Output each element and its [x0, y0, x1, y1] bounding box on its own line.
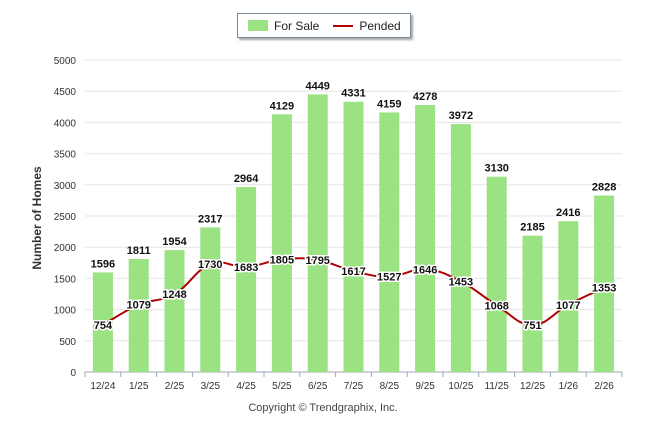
bar-value-label: 4449: [305, 80, 329, 92]
y-tick-label: 3000: [54, 181, 77, 192]
bar-for-sale: [128, 258, 149, 372]
line-value-label: 1353: [592, 283, 616, 295]
bar-for-sale: [343, 101, 364, 372]
x-tick-label: 12/24: [90, 381, 115, 392]
copyright-text: Copyright © Trendgraphix, Inc.: [248, 402, 398, 414]
bar-for-sale: [307, 94, 328, 373]
line-value-label: 1068: [484, 300, 508, 312]
x-tick-label: 5/25: [272, 381, 292, 392]
bar-value-label: 1596: [91, 258, 115, 270]
line-value-label: 1646: [413, 264, 437, 276]
bar-for-sale: [522, 235, 543, 372]
x-tick-label: 7/25: [344, 381, 364, 392]
bar-value-label: 2317: [198, 213, 222, 225]
y-tick-label: 4500: [54, 87, 77, 98]
x-tick-label: 2/25: [165, 381, 185, 392]
line-value-label: 1730: [198, 259, 222, 271]
bar-for-sale: [379, 112, 400, 373]
x-tick-label: 1/25: [129, 381, 149, 392]
y-tick-label: 2000: [54, 243, 77, 254]
y-tick-label: 1000: [54, 306, 77, 317]
bar-value-label: 3972: [449, 110, 473, 122]
legend-label-pended: Pended: [359, 18, 401, 33]
line-pended: [102, 257, 605, 327]
bar-for-sale: [92, 272, 113, 372]
x-tick-label: 10/25: [448, 381, 473, 392]
x-tick-label: 1/26: [559, 381, 579, 392]
line-value-label: 1527: [377, 272, 401, 284]
x-tick-label: 9/25: [415, 381, 435, 392]
line-value-label: 1079: [126, 300, 150, 312]
line-value-label: 1617: [341, 266, 365, 278]
bar-value-label: 1954: [162, 236, 187, 248]
x-tick-label: 4/25: [236, 381, 256, 392]
bar-for-sale: [486, 176, 507, 372]
bar-value-label: 1811: [127, 245, 151, 257]
bar-for-sale: [594, 195, 615, 372]
line-value-label: 751: [523, 320, 541, 332]
y-tick-label: 1500: [54, 274, 77, 285]
legend-label-for-sale: For Sale: [274, 18, 320, 33]
y-tick-label: 0: [70, 368, 76, 379]
bar-for-sale: [415, 105, 436, 373]
line-value-label: 1805: [270, 254, 294, 266]
x-tick-label: 6/25: [308, 381, 328, 392]
line-value-label: 1077: [556, 300, 580, 312]
bar-value-label: 2964: [234, 173, 259, 185]
y-tick-label: 5000: [54, 56, 77, 67]
line-value-label: 1248: [162, 289, 186, 301]
chart-legend: For Sale Pended: [237, 13, 411, 38]
bar-for-sale: [558, 221, 579, 372]
bar-for-sale: [200, 227, 221, 372]
bar-value-label: 2416: [556, 207, 580, 219]
x-tick-label: 11/25: [485, 381, 510, 392]
legend-swatch-for-sale: [248, 20, 268, 31]
x-tick-label: 2/26: [594, 381, 614, 392]
bar-value-label: 4159: [377, 98, 401, 110]
x-tick-label: 12/25: [520, 381, 545, 392]
legend-item-for-sale[interactable]: For Sale: [238, 19, 319, 33]
bar-value-label: 4331: [341, 88, 365, 100]
y-tick-label: 2500: [54, 212, 77, 223]
line-value-label: 754: [94, 320, 113, 332]
bar-value-label: 3130: [484, 163, 508, 175]
bar-for-sale: [271, 114, 292, 372]
legend-item-pended[interactable]: Pended: [319, 18, 401, 33]
y-tick-label: 500: [59, 337, 76, 348]
line-value-label: 1453: [449, 276, 473, 288]
bar-for-sale: [164, 250, 185, 372]
legend-swatch-pended: [333, 24, 354, 27]
bar-value-label: 2185: [520, 222, 544, 234]
x-tick-label: 3/25: [201, 381, 221, 392]
line-value-label: 1795: [305, 255, 329, 267]
bar-value-label: 2828: [592, 182, 616, 194]
line-value-label: 1683: [234, 262, 258, 274]
bar-value-label: 4129: [270, 100, 294, 112]
x-tick-label: 8/25: [380, 381, 400, 392]
y-tick-label: 4000: [54, 118, 77, 129]
bar-for-sale: [236, 187, 257, 372]
bar-value-label: 4278: [413, 91, 437, 103]
y-tick-label: 3500: [54, 150, 77, 161]
bar-for-sale: [450, 124, 471, 372]
